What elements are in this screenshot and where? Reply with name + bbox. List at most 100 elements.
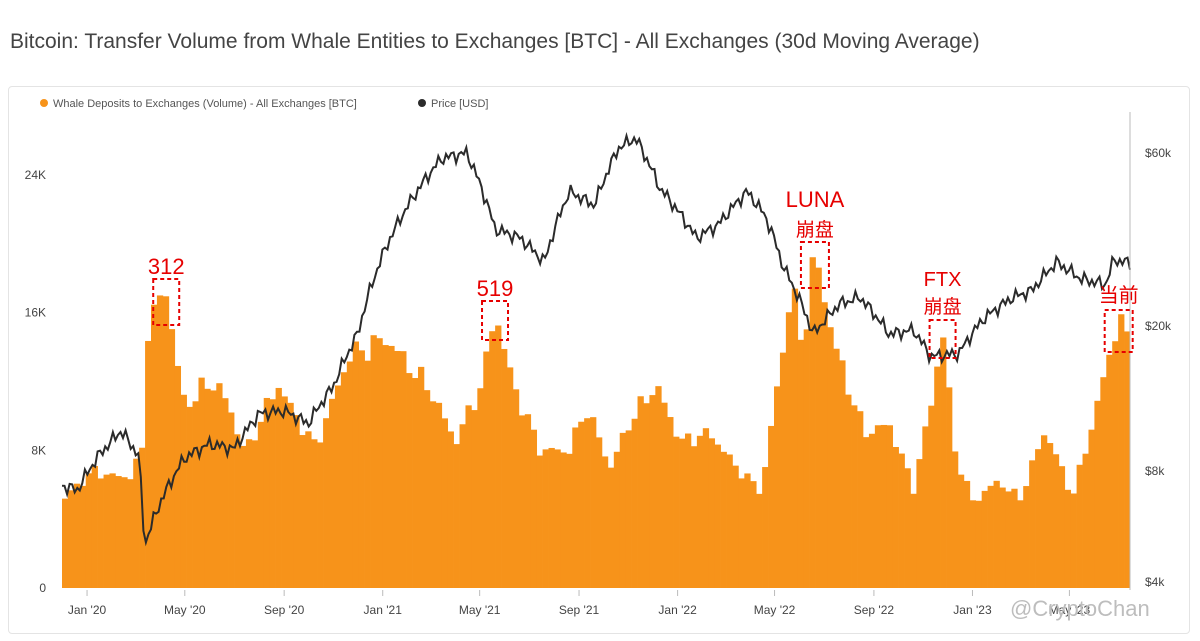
volume-bar — [768, 425, 775, 588]
volume-bar — [601, 456, 609, 588]
volume-bar — [501, 348, 508, 588]
volume-bar — [512, 389, 520, 588]
volume-bar — [62, 498, 69, 588]
annotation-box — [481, 300, 510, 341]
volume-bar — [957, 474, 965, 588]
volume-bar — [874, 425, 882, 588]
volume-bar — [394, 350, 401, 588]
volume-bar — [619, 432, 627, 588]
annotation-label: 当前 — [1099, 284, 1139, 307]
volume-bar — [863, 437, 870, 588]
volume-bar — [928, 405, 935, 588]
volume-bar — [429, 401, 437, 588]
volume-bar — [329, 398, 336, 588]
volume-bar — [643, 403, 650, 588]
legend-volume-label[interactable]: Whale Deposits to Exchanges (Volume) - A… — [53, 98, 357, 110]
volume-bar — [839, 360, 846, 588]
volume-bar — [981, 490, 988, 588]
volume-bar — [685, 433, 692, 588]
volume-bar — [216, 383, 223, 588]
volume-bar — [364, 360, 371, 588]
volume-bar — [293, 415, 300, 588]
volume-bar — [779, 352, 787, 588]
volume-bar — [880, 424, 888, 588]
volume-bar — [1088, 429, 1095, 588]
volume-bar — [507, 367, 514, 588]
volume-bar — [566, 453, 573, 588]
legend-price-label[interactable]: Price [USD] — [431, 98, 488, 110]
volume-bar — [204, 388, 211, 588]
volume-bar — [524, 414, 532, 588]
volume-bar — [489, 331, 496, 588]
volume-bar — [946, 387, 953, 588]
volume-series — [62, 257, 1131, 588]
volume-bar — [702, 428, 710, 588]
legend: Whale Deposits to Exchanges (Volume) - A… — [40, 98, 488, 110]
y-left-tick-label: 8K — [31, 443, 46, 457]
x-tick-label: Jan '20 — [68, 603, 107, 617]
volume-bar — [240, 445, 247, 588]
volume-bar — [530, 429, 538, 588]
y-right-tick-label: $20k — [1145, 319, 1172, 333]
volume-bar — [299, 435, 306, 588]
volume-bar — [1029, 460, 1036, 588]
volume-bar — [1070, 493, 1077, 588]
volume-bar — [987, 485, 994, 588]
volume-bar — [607, 467, 615, 588]
volume-bar — [631, 418, 638, 588]
volume-bar — [1100, 377, 1107, 588]
x-axis-ticks: Jan '20 May '20 Sep '20 Jan '21 May '21 Sep '… — [68, 590, 1091, 617]
volume-bar — [1041, 435, 1048, 588]
volume-bar — [756, 493, 763, 588]
volume-bar — [916, 459, 923, 588]
volume-bar — [696, 435, 704, 588]
volume-bar — [1017, 500, 1024, 588]
volume-bar — [1112, 341, 1119, 588]
volume-bar — [257, 421, 265, 588]
volume-bar — [186, 406, 193, 588]
volume-bar — [851, 405, 858, 588]
volume-bar — [584, 418, 591, 588]
volume-bar — [738, 478, 745, 588]
volume-bar — [73, 483, 81, 588]
volume-bar — [1011, 488, 1018, 588]
volume-bar — [1005, 491, 1012, 588]
volume-bar — [465, 405, 472, 588]
volume-bar — [459, 424, 466, 588]
volume-bar — [323, 418, 330, 588]
y-right-tick-label: $8k — [1145, 464, 1165, 478]
volume-bar — [370, 335, 377, 588]
volume-bar — [162, 296, 170, 588]
volume-bar — [358, 350, 365, 588]
volume-bar — [726, 454, 733, 588]
volume-bar — [382, 345, 389, 588]
annotation-box — [928, 319, 957, 359]
y-left-axis-ticks: 0 8K 16K 24K — [25, 168, 47, 595]
volume-bar — [269, 399, 276, 588]
volume-bar — [904, 468, 911, 588]
volume-bar — [655, 386, 662, 588]
volume-bar — [952, 451, 959, 588]
price-series-line — [61, 131, 1131, 547]
volume-bar — [151, 304, 158, 588]
volume-bar — [637, 396, 644, 588]
volume-bar — [67, 490, 75, 588]
y-left-tick-label: 24K — [25, 168, 46, 182]
x-tick-label: May '20 — [164, 603, 206, 617]
volume-bar — [934, 366, 941, 588]
volume-bar — [809, 257, 816, 588]
volume-bar — [423, 390, 431, 588]
volume-bar — [198, 377, 205, 588]
volume-bar — [667, 417, 674, 588]
volume-bar — [857, 411, 864, 588]
volume-bar — [649, 395, 656, 588]
volume-bar — [263, 397, 271, 588]
volume-bar — [210, 390, 217, 588]
annotation-box — [152, 278, 181, 326]
volume-bar — [418, 366, 425, 588]
volume-bar — [334, 385, 342, 588]
volume-bar — [287, 402, 294, 588]
volume-bar — [477, 388, 484, 588]
volume-bar — [447, 431, 454, 588]
volume-bar — [127, 479, 134, 588]
